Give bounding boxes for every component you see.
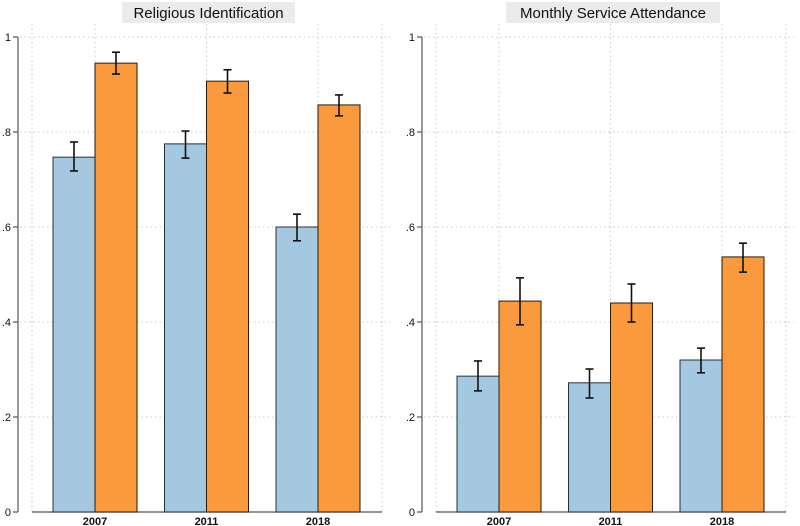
y-tick-label: .8 (406, 127, 415, 139)
error-bar (585, 368, 594, 399)
y-tick-label: .2 (2, 412, 11, 424)
y-tick-label: .4 (2, 317, 11, 329)
x-tick-label: 2007 (83, 516, 107, 526)
bar-series-b-2007 (498, 300, 542, 513)
y-tick-label: .6 (406, 222, 415, 234)
y-tick-label: 1 (5, 32, 11, 44)
error-bar (739, 242, 747, 273)
bar-series-b-2007 (94, 62, 138, 513)
bar-series-a-2018 (679, 359, 723, 513)
error-bar (181, 130, 190, 159)
bar-series-a-2007 (456, 375, 500, 513)
error-bar (223, 68, 232, 94)
x-tick-label: 2018 (710, 516, 734, 526)
panel-title: Monthly Service Attendance (520, 5, 706, 22)
error-bar (293, 213, 301, 242)
bar-series-b-2018 (721, 256, 765, 513)
y-tick-label: 0 (5, 507, 11, 519)
y-tick-label: 1 (409, 32, 415, 44)
panel-title: Religious Identification (133, 5, 283, 22)
bar-series-a-2011 (164, 143, 207, 513)
error-bar (335, 94, 343, 117)
x-tick-label: 2011 (195, 516, 219, 526)
bar-series-b-2018 (317, 104, 361, 513)
panel-title-background (122, 2, 295, 23)
bar-series-a-2011 (568, 382, 611, 513)
error-bar (516, 277, 524, 326)
error-bar (474, 360, 482, 392)
y-tick-label: .6 (2, 222, 11, 234)
y-tick-label: 0 (409, 507, 415, 519)
x-tick-label: 2018 (306, 516, 330, 526)
error-bar (627, 283, 636, 323)
bar-series-a-2018 (275, 226, 319, 513)
bar-series-b-2011 (610, 302, 653, 513)
error-bar (697, 347, 705, 374)
error-bar (70, 141, 78, 172)
y-tick-label: .4 (406, 317, 415, 329)
panel-monthly-service-attendance: Monthly Service Attendance 0 .2 .4 .6 .8 1 200… (406, 2, 794, 526)
bar-series-a-2007 (52, 156, 96, 513)
x-tick-label: 2007 (487, 516, 511, 526)
y-tick-label: .2 (406, 412, 415, 424)
panel-religious-identification: Religious Identification 0 .2 .4 .6 .8 1 2007 2… (2, 2, 390, 526)
error-bar (112, 51, 120, 75)
panel-title-background (506, 2, 720, 23)
x-tick-label: 2011 (599, 516, 623, 526)
bar-series-b-2011 (206, 80, 249, 513)
y-tick-label: .8 (2, 127, 11, 139)
